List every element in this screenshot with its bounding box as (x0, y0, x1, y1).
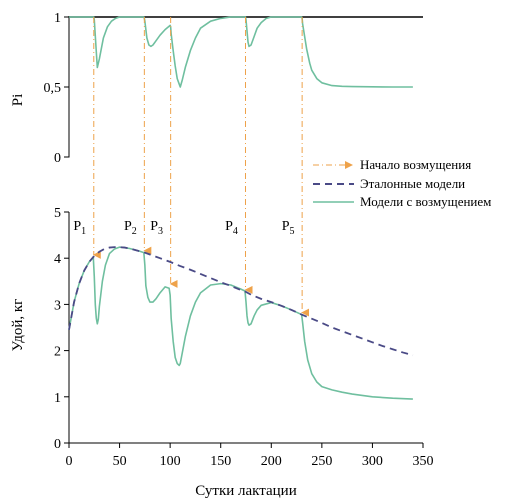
legend-onset-label: Начало возмущения (360, 157, 471, 172)
onset-label-3: P3 (150, 219, 163, 237)
x-tick-label: 0 (66, 454, 73, 469)
bottom-y-tick-label: 0 (54, 437, 61, 452)
x-tick-label: 200 (261, 454, 282, 469)
bottom-reference-line (68, 246, 414, 357)
onset-label-letter: P (282, 219, 290, 234)
legend-perturbed-label: Модели с возмущением (360, 194, 491, 209)
top-y-tick-label: 0 (54, 151, 61, 166)
top-y-tick-label: 1 (54, 11, 61, 26)
x-tick-label: 350 (413, 454, 434, 469)
legend-reference-label: Эталонные модели (360, 176, 465, 191)
x-axis-title: Сутки лактации (195, 483, 296, 499)
onset-label-letter: P (225, 219, 233, 234)
top-axes: 00,51 (44, 11, 70, 166)
top-lines (69, 16, 423, 88)
top-y-axis-title: Pi (10, 94, 26, 107)
bottom-y-tick-label: 1 (54, 391, 61, 406)
onset-labels: P1 P2 P3 P4 P5 (73, 219, 294, 237)
x-tick-label: 50 (113, 454, 127, 469)
bottom-y-axis-title: Удой, кг (10, 299, 26, 352)
onset-label-4: P4 (225, 219, 238, 237)
top-y-tick-label: 0,5 (44, 81, 62, 96)
x-tick-label: 150 (210, 454, 231, 469)
bottom-perturbed-line (68, 246, 413, 400)
bottom-lines (68, 246, 414, 400)
onset-label-index: 1 (81, 226, 86, 237)
bottom-y-tick-label: 2 (54, 345, 61, 360)
onset-arrows (92, 17, 310, 317)
top-panel: 00,51 Pi (10, 11, 423, 166)
onset-label-5: P5 (282, 219, 295, 237)
x-tick-label: 100 (160, 454, 181, 469)
onset-label-index: 2 (132, 226, 137, 237)
onset-label-letter: P (73, 219, 81, 234)
bottom-y-tick-label: 3 (54, 298, 61, 313)
onset-label-index: 3 (158, 226, 163, 237)
x-tick-label: 300 (362, 454, 383, 469)
onset-label-index: 4 (233, 226, 238, 237)
legend: Начало возмущения Эталонные модели Модел… (313, 157, 491, 209)
top-perturbed-line (69, 16, 413, 88)
onset-label-2: P2 (124, 219, 137, 237)
onset-label-index: 5 (290, 226, 295, 237)
onset-label-1: P1 (73, 219, 86, 237)
x-tick-label: 250 (311, 454, 332, 469)
bottom-y-tick-label: 5 (54, 206, 61, 221)
onset-label-letter: P (124, 219, 132, 234)
bottom-y-tick-label: 4 (54, 252, 61, 267)
onset-label-letter: P (150, 219, 158, 234)
